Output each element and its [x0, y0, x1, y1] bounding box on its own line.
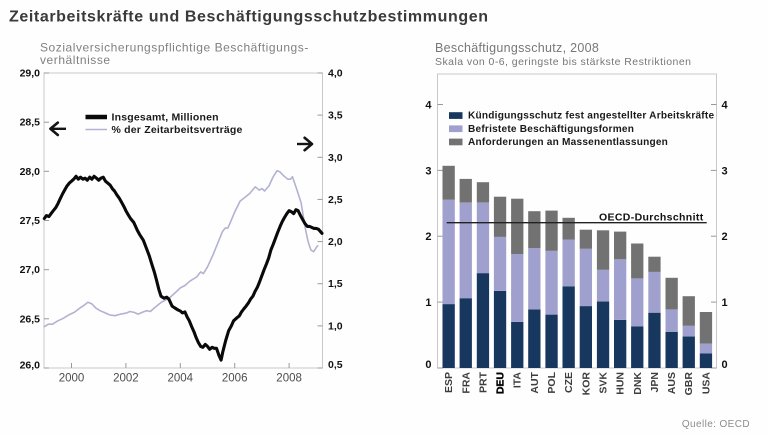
svg-text:1,5: 1,5 [328, 278, 343, 290]
svg-text:0: 0 [425, 359, 431, 371]
svg-text:POL: POL [546, 371, 558, 393]
svg-text:Quelle: OECD: Quelle: OECD [682, 419, 750, 430]
svg-text:3: 3 [425, 165, 431, 177]
svg-text:2002: 2002 [113, 373, 139, 385]
svg-text:4: 4 [425, 100, 432, 112]
svg-text:DNK: DNK [632, 372, 644, 395]
svg-text:28,0: 28,0 [20, 166, 41, 178]
svg-text:0,5: 0,5 [328, 359, 343, 371]
svg-text:29,0: 29,0 [20, 68, 41, 80]
svg-text:26,0: 26,0 [20, 359, 41, 371]
svg-text:USA: USA [700, 372, 712, 395]
svg-text:2: 2 [722, 231, 728, 243]
svg-text:3,0: 3,0 [328, 152, 343, 164]
svg-text:2008: 2008 [276, 373, 302, 385]
svg-text:Befristete Beschäftigungsforme: Befristete Beschäftigungsformen [468, 124, 634, 135]
svg-text:3,5: 3,5 [328, 110, 343, 122]
svg-text:1: 1 [722, 297, 728, 309]
svg-text:KOR: KOR [580, 372, 592, 396]
svg-text:28,5: 28,5 [20, 117, 41, 129]
svg-text:PRT: PRT [477, 371, 489, 393]
svg-text:ITA: ITA [512, 372, 524, 389]
svg-text:2: 2 [425, 231, 431, 243]
svg-text:Insgesamt, Millionen: Insgesamt, Millionen [112, 112, 219, 124]
svg-text:GBR: GBR [683, 372, 695, 396]
svg-text:4,0: 4,0 [328, 68, 343, 80]
svg-text:JPN: JPN [649, 372, 661, 392]
svg-text:2,0: 2,0 [328, 236, 343, 248]
svg-text:verhältnisse: verhältnisse [40, 53, 111, 67]
svg-text:SVK: SVK [598, 372, 610, 394]
svg-text:4: 4 [722, 100, 729, 112]
svg-text:2000: 2000 [59, 373, 85, 385]
svg-text:0: 0 [722, 359, 728, 371]
svg-text:2004: 2004 [168, 373, 194, 385]
svg-text:HUN: HUN [615, 372, 627, 395]
svg-text:FRA: FRA [460, 372, 472, 394]
svg-text:27,5: 27,5 [20, 215, 41, 227]
svg-text:CZE: CZE [563, 372, 575, 393]
svg-text:% der Zeitarbeitsverträge: % der Zeitarbeitsverträge [112, 124, 243, 136]
svg-text:2006: 2006 [222, 373, 248, 385]
svg-text:Zeitarbeitskräfte und Beschäft: Zeitarbeitskräfte und Beschäftigungsschu… [9, 9, 489, 26]
svg-text:OECD-Durchschnitt: OECD-Durchschnitt [599, 212, 704, 224]
svg-text:Sozialversicherungspflichtige: Sozialversicherungspflichtige Beschäftig… [40, 41, 309, 55]
svg-text:27,0: 27,0 [20, 264, 41, 276]
svg-text:1,0: 1,0 [328, 320, 343, 332]
svg-text:Beschäftigungsschutz, 2008: Beschäftigungsschutz, 2008 [435, 41, 599, 55]
svg-text:Kündigungsschutz fest angestel: Kündigungsschutz fest angestellter Arbei… [468, 111, 714, 122]
svg-text:ESP: ESP [443, 372, 455, 393]
svg-text:3: 3 [722, 165, 728, 177]
svg-text:1: 1 [425, 297, 431, 309]
svg-text:AUT: AUT [529, 371, 541, 393]
svg-text:Skala von 0-6, geringste bis s: Skala von 0-6, geringste bis stärkste Re… [435, 56, 691, 68]
svg-text:DEU: DEU [495, 372, 507, 394]
svg-text:Anforderungen an Massenentlass: Anforderungen an Massenentlassungen [468, 137, 668, 148]
svg-text:AUS: AUS [666, 372, 678, 394]
svg-text:26,5: 26,5 [20, 313, 41, 325]
svg-text:2,5: 2,5 [328, 194, 343, 206]
